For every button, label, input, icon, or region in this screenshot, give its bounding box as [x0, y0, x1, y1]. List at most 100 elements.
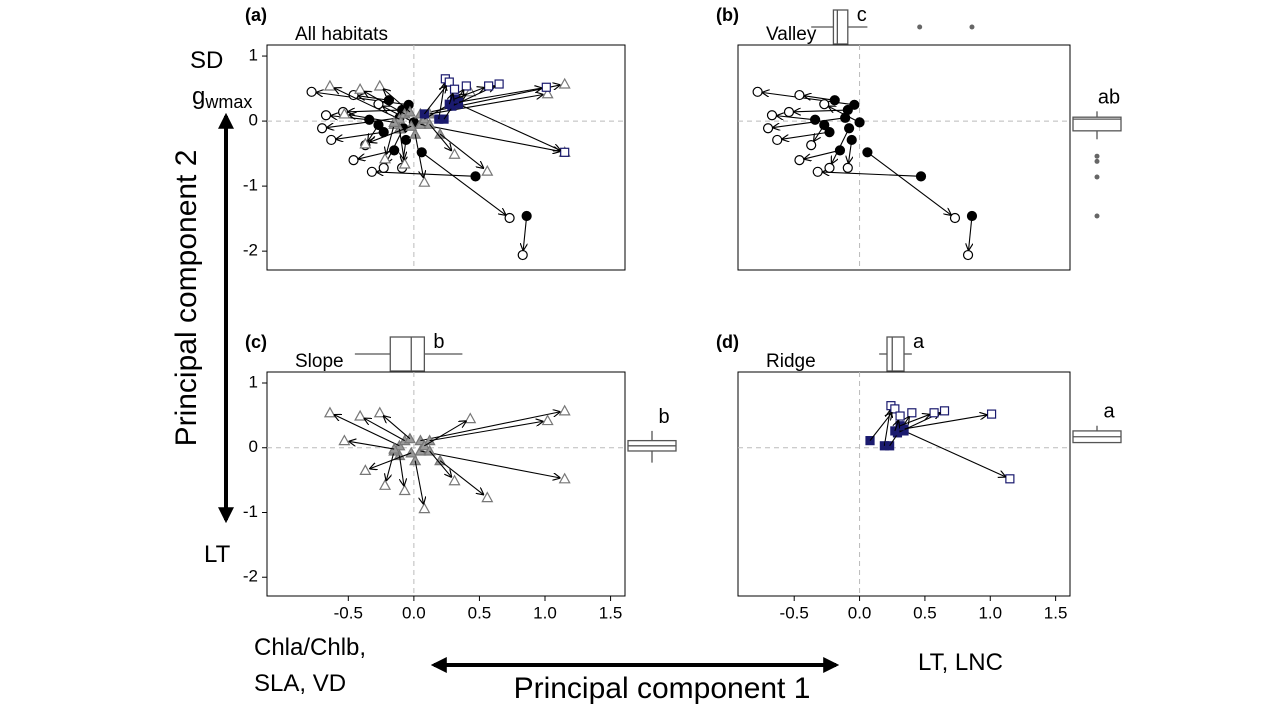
x-tick-label: 0.0: [402, 603, 426, 622]
outlier: [1094, 213, 1100, 219]
y-top-label-2: gwmax: [192, 83, 252, 112]
end-point: [326, 134, 337, 146]
plot-frame: [266, 371, 626, 597]
x-left-label: SLA, VD: [254, 670, 346, 697]
x-tick-label: 0.5: [468, 603, 492, 622]
end-point: [316, 123, 328, 134]
shift-arrow: [364, 92, 405, 115]
shift-arrow: [398, 455, 404, 486]
group-letter: a: [913, 331, 925, 353]
end-point: [398, 484, 411, 496]
end-point: [418, 502, 431, 514]
y-tick-label: -2: [243, 241, 258, 260]
shift-arrow: [829, 106, 860, 123]
shift-arrow: [814, 124, 825, 141]
panel-label: (a): [245, 5, 267, 25]
shift-arrow: [449, 94, 453, 105]
y-tick-label: 0: [249, 111, 258, 130]
end-point: [338, 434, 351, 446]
x-tick-label: -0.5: [334, 603, 363, 622]
shift-arrow: [348, 110, 403, 112]
end-point: [481, 491, 494, 503]
shift-arrow: [429, 421, 543, 442]
end-point: [517, 249, 528, 261]
outlier: [969, 24, 975, 30]
g: g: [192, 83, 205, 110]
shift-arrow: [439, 460, 483, 495]
shift-arrow: [429, 123, 452, 150]
shift-arrow: [848, 139, 851, 163]
group-letter: a: [1103, 401, 1115, 423]
start-point: [405, 120, 418, 131]
shift-arrow: [969, 215, 972, 250]
start-point: [409, 454, 422, 466]
plot-frame: [266, 44, 626, 271]
end-point: [962, 249, 974, 261]
shift-arrow: [377, 172, 476, 177]
y-tick-label: 1: [249, 372, 258, 391]
end-point: [484, 81, 494, 91]
end-point: [320, 110, 332, 121]
panel-label: (c): [245, 332, 267, 352]
shift-arrow: [364, 418, 405, 442]
end-point: [752, 86, 763, 97]
end-point: [929, 408, 939, 418]
start-point: [423, 444, 436, 456]
x-tick-label: 0.0: [848, 603, 872, 622]
plot-frame: [737, 371, 1071, 597]
x-tick-label: -0.5: [780, 603, 809, 622]
end-point: [354, 82, 367, 94]
start-point: [405, 446, 418, 458]
shift-arrow: [349, 441, 395, 450]
x-axis-title: Principal component 1: [514, 672, 811, 705]
end-point: [766, 110, 778, 121]
shift-arrow: [386, 124, 395, 154]
shift-arrow: [903, 415, 987, 430]
end-point: [560, 147, 570, 157]
end-point: [812, 166, 823, 177]
plot-frame: [737, 44, 1071, 271]
end-point: [842, 162, 853, 174]
shift-arrow: [420, 123, 559, 151]
outlier: [917, 24, 923, 30]
end-point: [306, 86, 317, 97]
panel-label: (d): [716, 332, 739, 352]
y-top-label: SD: [190, 47, 223, 74]
box: [832, 9, 849, 45]
end-point: [444, 77, 454, 87]
shift-arrow: [327, 117, 400, 128]
outlier: [1094, 174, 1100, 180]
x-tick-label: 1.0: [533, 603, 557, 622]
end-point: [323, 406, 336, 418]
panel-title: Slope: [295, 351, 344, 372]
shift-arrow: [349, 115, 395, 123]
end-point: [783, 106, 795, 118]
y-tick-label: -2: [243, 567, 258, 586]
group-letter: ab: [1098, 86, 1120, 108]
end-point: [541, 414, 554, 426]
shift-arrow: [414, 133, 423, 177]
shift-arrow: [773, 117, 846, 128]
shift-arrow: [782, 131, 830, 139]
shift-arrow: [421, 151, 506, 215]
y-bottom-label: LT: [204, 541, 231, 568]
end-point: [494, 79, 504, 89]
start-point: [423, 118, 436, 129]
shift-arrow: [439, 133, 483, 168]
shift-arrow: [386, 450, 395, 480]
end-point: [359, 464, 372, 476]
end-point: [806, 140, 817, 151]
end-point: [819, 99, 830, 110]
shift-arrow: [869, 413, 892, 441]
shift-arrow: [429, 450, 452, 477]
panel-title: All habitats: [295, 24, 388, 45]
shift-arrow: [384, 89, 411, 113]
panel-title: Valley: [766, 24, 817, 45]
end-point: [366, 166, 378, 177]
y-tick-label: -1: [243, 502, 258, 521]
shift-arrow: [414, 460, 423, 504]
shift-arrow: [420, 412, 559, 442]
shift-arrow: [334, 88, 400, 120]
end-point: [949, 212, 961, 224]
